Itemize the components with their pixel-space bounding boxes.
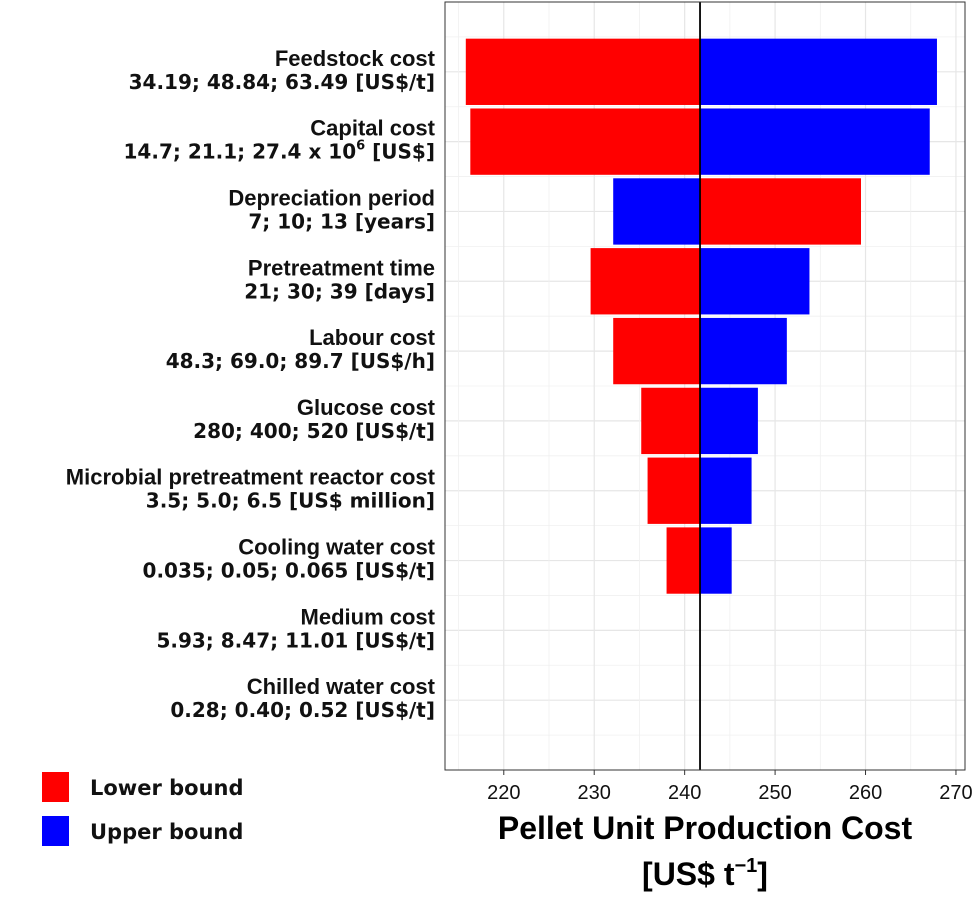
x-tick-label: 220 xyxy=(487,782,520,804)
x-tick-label: 270 xyxy=(939,782,972,804)
x-tick-label: 240 xyxy=(668,782,701,804)
category-range: 48.3; 69.0; 89.7 [US$/h] xyxy=(166,349,435,373)
category-range-exponent: 6 xyxy=(356,139,365,154)
category-name: Chilled water cost xyxy=(247,674,436,699)
bar-upper xyxy=(700,248,810,315)
x-tick-label: 250 xyxy=(758,782,791,804)
category-range-text: 3.5; 5.0; 6.5 [US$ million] xyxy=(146,489,435,513)
category-range-text: 0.28; 0.40; 0.52 [US$/t] xyxy=(170,698,435,722)
category-range-text: 34.19; 48.84; 63.49 [US$/t] xyxy=(129,70,435,94)
legend: Lower bound Upper bound xyxy=(42,772,244,846)
bar-lower xyxy=(641,387,701,455)
legend-swatch-lower xyxy=(42,772,69,802)
category-range-text: 14.7; 21.1; 27.4 x 10 xyxy=(124,140,357,164)
category-range: 34.19; 48.84; 63.49 [US$/t] xyxy=(129,70,435,94)
bar-upper xyxy=(700,317,787,385)
category-name: Glucose cost xyxy=(297,395,436,420)
x-tick-label: 230 xyxy=(578,782,611,804)
legend-swatch-upper xyxy=(42,816,69,846)
category-range-text: 5.93; 8.47; 11.01 [US$/t] xyxy=(156,628,435,652)
x-axis-title-close: ] xyxy=(757,856,768,892)
plot-border xyxy=(444,1,966,771)
bar-lower xyxy=(613,317,701,385)
bar-lower xyxy=(470,108,701,175)
bar-upper xyxy=(613,178,701,245)
bar-upper xyxy=(700,387,758,455)
category-range: 0.28; 0.40; 0.52 [US$/t] xyxy=(170,698,435,722)
bar-lower xyxy=(700,178,861,245)
category-range-text: 21; 30; 39 [days] xyxy=(244,279,435,303)
category-name: Capital cost xyxy=(310,116,435,141)
category-range: 0.035; 0.05; 0.065 [US$/t] xyxy=(143,559,435,583)
x-axis-title-unit: [US$ t xyxy=(642,856,735,892)
category-range-text: 48.3; 69.0; 89.7 [US$/h] xyxy=(166,349,435,373)
bar-upper xyxy=(700,527,732,594)
legend-label-lower: Lower bound xyxy=(90,776,244,800)
x-axis-title-line1: Pellet Unit Production Cost xyxy=(498,810,913,846)
category-range: 3.5; 5.0; 6.5 [US$ million] xyxy=(146,489,435,513)
x-axis-title-exponent: −1 xyxy=(734,855,757,877)
category-name: Feedstock cost xyxy=(275,46,436,71)
bar-upper xyxy=(700,108,930,175)
category-range-text: 280; 400; 520 [US$/t] xyxy=(193,419,435,443)
plot-frame xyxy=(444,1,966,771)
x-axis-title-line2: [US$ t−1] xyxy=(642,855,768,892)
bars xyxy=(465,38,937,594)
category-name: Cooling water cost xyxy=(238,535,435,560)
x-axis-ticks: 220 230 240 250 260 270 xyxy=(487,770,973,804)
category-range: 21; 30; 39 [days] xyxy=(244,279,435,303)
category-range: 280; 400; 520 [US$/t] xyxy=(193,419,435,443)
category-range: 7; 10; 13 [years] xyxy=(248,209,435,233)
bar-lower xyxy=(647,457,701,524)
category-range-suffix: [US$] xyxy=(365,140,435,164)
bar-lower xyxy=(590,248,701,315)
bar-lower xyxy=(465,38,701,105)
legend-label-upper: Upper bound xyxy=(90,820,243,844)
category-name: Labour cost xyxy=(309,325,436,350)
category-range: 5.93; 8.47; 11.01 [US$/t] xyxy=(156,628,435,652)
bar-upper xyxy=(700,457,752,524)
bar-upper xyxy=(700,38,937,105)
category-name: Depreciation period xyxy=(228,185,435,210)
x-tick-label: 260 xyxy=(849,782,882,804)
category-range: 14.7; 21.1; 27.4 x 106 [US$] xyxy=(124,139,435,164)
bar-lower xyxy=(666,527,701,594)
category-name: Pretreatment time xyxy=(248,255,435,280)
category-range-text: 0.035; 0.05; 0.065 [US$/t] xyxy=(143,559,435,583)
category-name: Microbial pretreatment reactor cost xyxy=(66,465,436,490)
category-name: Medium cost xyxy=(301,604,436,629)
category-range-text: 7; 10; 13 [years] xyxy=(248,209,435,233)
